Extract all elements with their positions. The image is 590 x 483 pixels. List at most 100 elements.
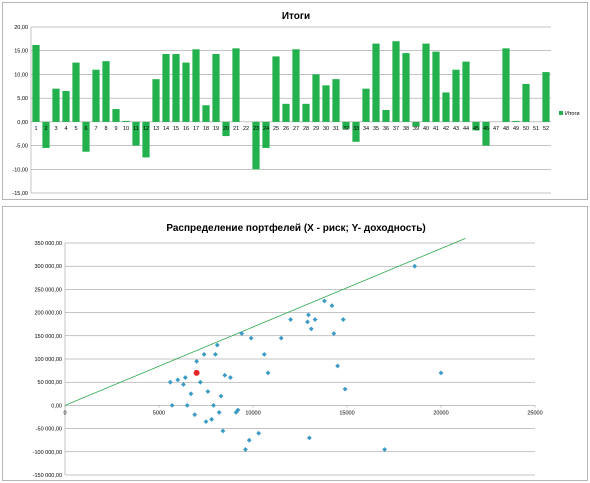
bar-x-tick-label: 46: [483, 126, 489, 132]
scatter-chart-gridlines: [64, 242, 535, 476]
scatter-point: [312, 317, 318, 322]
bar-x-tick-label: 11: [133, 126, 139, 132]
bar-x-tick-label: 20: [223, 126, 229, 132]
scatter-point: [438, 370, 444, 376]
bar-x-tick-label: 39: [413, 126, 419, 132]
bar-x-tick-label: 3: [54, 126, 57, 132]
bar-x-tick-label: 43: [453, 126, 459, 132]
bar-chart-x-axis: 1 2 3 4 5 6 7 8 9 10 11 12 13 14 15 16 17 18 19 20 21 22 23 24 2…: [34, 126, 549, 132]
bar: [312, 74, 320, 122]
bar: [292, 49, 300, 122]
scatter-point: [203, 419, 209, 425]
bar: [322, 85, 330, 122]
bar-x-tick-label: 31: [333, 126, 339, 132]
bar: [52, 88, 60, 122]
bar: [212, 54, 220, 122]
bar: [542, 72, 550, 122]
scatter-y-tick-label: 250 000,00: [34, 287, 62, 293]
scatter-point: [194, 358, 199, 364]
bar: [102, 61, 110, 122]
bar-x-tick-label: 2: [44, 126, 47, 132]
scatter-point: [335, 363, 340, 369]
bar-x-tick-label: 47: [493, 126, 499, 132]
bar-x-tick-label: 32: [343, 126, 349, 132]
legend-label: Итоги: [565, 111, 580, 117]
scatter-point: [340, 317, 346, 322]
bar: [512, 120, 520, 122]
bar: [502, 48, 510, 122]
scatter-point: [209, 416, 215, 422]
bar: [472, 121, 480, 131]
bar-x-tick-label: 36: [383, 126, 389, 132]
bar-x-tick-label: 4: [64, 126, 67, 132]
bar-x-tick-label: 49: [513, 126, 519, 132]
bar-x-tick-label: 15: [173, 126, 179, 132]
scatter-point: [228, 375, 233, 380]
scatter-y-tick-label: 350 000,00: [34, 241, 62, 247]
bar-chart-bars: [32, 41, 550, 170]
scatter-point: [235, 407, 241, 413]
bar-y-tick-label: 10,00: [14, 72, 28, 78]
scatter-y-tick-label: 50 000,00: [38, 380, 62, 386]
scatter-point: [218, 393, 224, 399]
bar-x-tick-label: 38: [403, 126, 409, 132]
bar-x-tick-label: 10: [123, 126, 129, 132]
bar-x-tick-label: 27: [293, 126, 299, 132]
bar: [162, 54, 170, 122]
bar-x-tick-label: 7: [94, 126, 97, 132]
scatter-x-tick-label: 5000: [153, 410, 165, 416]
bar: [422, 43, 430, 122]
scatter-point: [342, 386, 348, 392]
bar-x-tick-label: 23: [253, 126, 259, 132]
scatter-point: [306, 312, 311, 318]
bar: [252, 121, 260, 170]
bar-x-tick-label: 52: [543, 126, 549, 132]
bar-y-tick-label: -15,00: [12, 191, 28, 197]
bar-x-tick-label: 14: [163, 126, 169, 132]
bar-x-tick-label: 8: [104, 126, 107, 132]
scatter-y-tick-label: -50 000,00: [36, 427, 62, 433]
bar-x-tick-label: 9: [114, 126, 117, 132]
bar: [222, 121, 230, 137]
bar-y-tick-label: -10,00: [12, 167, 28, 173]
scatter-point: [201, 351, 207, 357]
bar: [372, 43, 380, 122]
scatter-point: [246, 437, 252, 443]
scatter-x-tick-label: 20000: [433, 410, 448, 416]
bar: [392, 41, 400, 122]
scatter-chart-panel: Распределение портфелей (X - риск; Y- до…: [2, 206, 588, 481]
scatter-point: [308, 326, 314, 332]
bar-x-tick-label: 28: [303, 126, 309, 132]
scatter-point: [248, 335, 254, 341]
bar-x-tick-label: 18: [203, 126, 209, 132]
scatter-point: [261, 351, 267, 357]
bar-x-tick-label: 16: [183, 126, 189, 132]
bar-x-tick-label: 33: [353, 126, 359, 132]
scatter-point: [412, 263, 418, 269]
scatter-y-tick-label: 150 000,00: [34, 334, 62, 340]
bar-y-tick-label: 20,00: [14, 25, 28, 31]
bar-chart-legend: Итоги: [559, 111, 580, 117]
scatter-point: [243, 447, 248, 452]
scatter-y-tick-label: 200 000,00: [34, 311, 62, 317]
scatter-point: [188, 391, 194, 397]
bar: [522, 83, 530, 122]
trendline: [64, 237, 466, 406]
bar-x-tick-label: 51: [533, 126, 539, 132]
bar: [282, 103, 290, 122]
bar-x-tick-label: 44: [463, 126, 469, 132]
bar-x-tick-label: 42: [443, 126, 449, 132]
bar-y-tick-label: -5,00: [15, 144, 28, 150]
bar: [112, 109, 120, 122]
bar-x-tick-label: 5: [74, 126, 77, 132]
scatter-point: [382, 447, 387, 452]
scatter-point: [169, 403, 175, 408]
scatter-point: [329, 303, 335, 309]
bar: [32, 45, 40, 122]
bar-x-tick-label: 34: [363, 126, 369, 132]
scatter-y-tick-label: -150 000,00: [33, 473, 62, 479]
bar-x-tick-label: 25: [273, 126, 279, 132]
scatter-point: [222, 372, 228, 378]
scatter-point: [288, 317, 293, 322]
bar-x-tick-label: 6: [84, 126, 87, 132]
